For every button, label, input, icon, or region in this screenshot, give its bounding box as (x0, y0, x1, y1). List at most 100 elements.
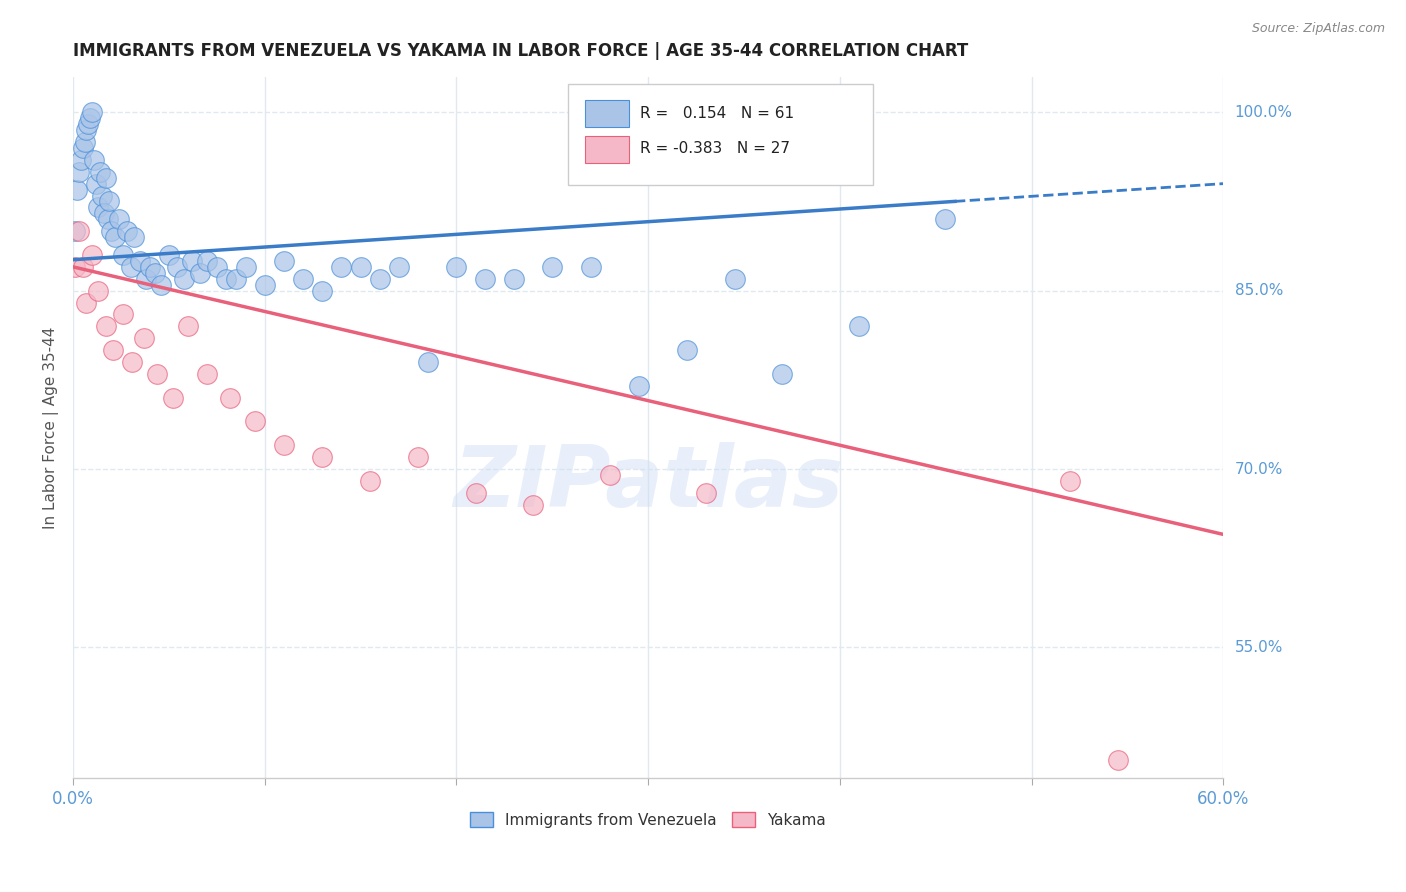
Point (522, 498, 544, 512)
Point (253, 277, 276, 292)
Point (166, 260, 188, 274)
Point (157, 248, 180, 262)
Point (67, 165, 90, 179)
Text: Source: ZipAtlas.com: Source: ZipAtlas.com (1251, 22, 1385, 36)
Point (848, 319, 870, 334)
Point (63, 224, 86, 238)
Point (195, 367, 218, 381)
Point (124, 230, 146, 244)
Text: 55.0%: 55.0% (1234, 640, 1282, 655)
Point (695, 485, 717, 500)
Point (503, 272, 526, 286)
Text: R = -0.383   N = 27: R = -0.383 N = 27 (640, 141, 790, 156)
Point (349, 260, 371, 274)
Point (219, 391, 242, 405)
Point (359, 474, 381, 488)
Point (115, 224, 138, 238)
Point (311, 450, 333, 464)
Point (94, 319, 117, 334)
Point (934, 212, 956, 227)
Point (98, 194, 121, 209)
Point (103, 343, 125, 358)
Point (67, 224, 90, 238)
Point (627, 378, 650, 392)
Point (243, 414, 266, 428)
Point (75, 295, 97, 310)
Y-axis label: In Labor Force | Age 35-44: In Labor Force | Age 35-44 (44, 326, 59, 529)
Point (77, 117, 100, 131)
Point (72, 260, 94, 274)
Point (273, 254, 295, 268)
Point (146, 367, 169, 381)
Point (177, 319, 200, 334)
Point (96, 212, 118, 227)
Point (772, 367, 794, 381)
Point (311, 284, 333, 298)
Point (82, 105, 104, 120)
Point (388, 260, 411, 274)
Text: 100.0%: 100.0% (1234, 104, 1292, 120)
Point (162, 391, 184, 405)
Point (330, 260, 353, 274)
Point (79, 112, 101, 126)
Point (87, 284, 110, 298)
Point (406, 450, 429, 464)
Point (100, 224, 122, 238)
Point (63, 260, 86, 274)
Point (1107, 753, 1129, 767)
Point (138, 260, 160, 274)
FancyBboxPatch shape (585, 101, 628, 128)
Text: IMMIGRANTS FROM VENEZUELA VS YAKAMA IN LABOR FORCE | AGE 35-44 CORRELATION CHART: IMMIGRANTS FROM VENEZUELA VS YAKAMA IN L… (73, 42, 969, 60)
FancyBboxPatch shape (568, 84, 873, 186)
FancyBboxPatch shape (585, 136, 628, 163)
Point (464, 485, 486, 500)
Point (89, 165, 111, 179)
Point (82, 248, 104, 262)
Legend: Immigrants from Venezuela, Yakama: Immigrants from Venezuela, Yakama (464, 805, 832, 834)
Point (416, 355, 439, 369)
Point (111, 308, 134, 322)
Point (150, 277, 173, 292)
Point (446, 260, 468, 274)
Text: R =   0.154   N = 61: R = 0.154 N = 61 (640, 105, 794, 120)
Point (72, 141, 94, 155)
Point (73, 135, 96, 149)
Point (723, 272, 745, 286)
Point (84, 177, 107, 191)
Point (541, 260, 564, 274)
Point (188, 266, 211, 280)
Point (474, 272, 496, 286)
Point (599, 467, 621, 482)
Point (129, 254, 152, 268)
Point (94, 170, 117, 185)
Point (225, 272, 247, 286)
Point (173, 272, 195, 286)
Point (205, 260, 228, 274)
Point (145, 266, 167, 280)
Point (195, 254, 218, 268)
Point (83, 153, 105, 167)
Point (675, 343, 697, 358)
Text: ZIPatlas: ZIPatlas (453, 442, 844, 525)
Point (87, 201, 110, 215)
Point (579, 260, 602, 274)
Point (235, 260, 257, 274)
Point (273, 438, 295, 452)
Point (121, 355, 143, 369)
Point (69, 153, 91, 167)
Point (292, 272, 315, 286)
Point (180, 254, 202, 268)
Point (120, 260, 142, 274)
Point (368, 272, 391, 286)
Point (93, 206, 115, 220)
Point (135, 272, 157, 286)
Point (66, 183, 89, 197)
Point (132, 331, 155, 345)
Point (75, 123, 97, 137)
Text: 85.0%: 85.0% (1234, 283, 1282, 298)
Point (1059, 474, 1081, 488)
Point (104, 230, 127, 244)
Point (215, 272, 238, 286)
Point (111, 248, 134, 262)
Point (90, 188, 112, 202)
